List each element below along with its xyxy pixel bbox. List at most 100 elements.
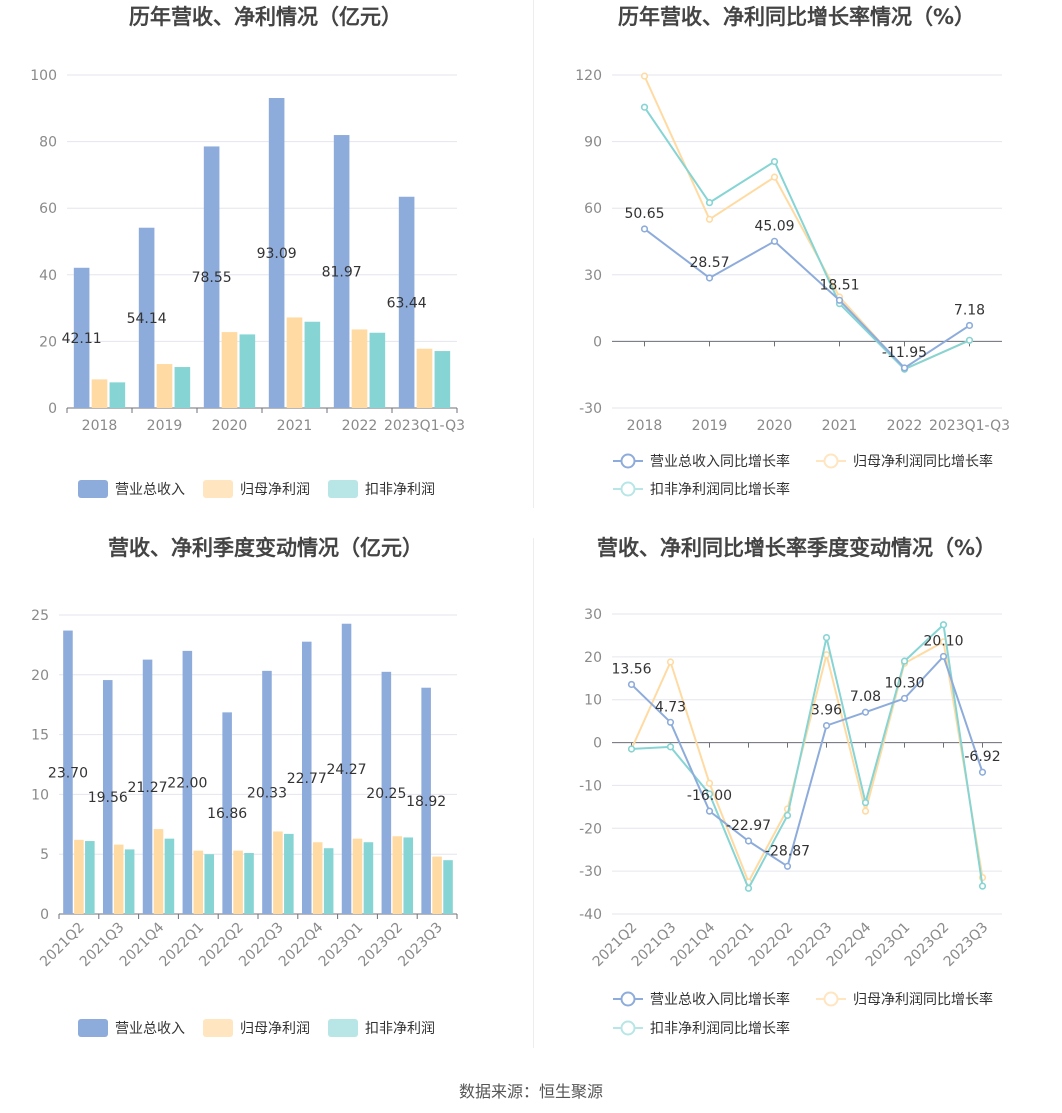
- y-tick-label: -30: [579, 401, 602, 417]
- data-point-0: [861, 708, 870, 716]
- data-label: 50.65: [624, 206, 664, 222]
- legend-swatch: [203, 1019, 233, 1037]
- data-point-0: [783, 862, 792, 870]
- legend-label: 归母净利润: [240, 1020, 310, 1037]
- bar-1: [416, 348, 433, 408]
- data-point-2: [965, 336, 974, 344]
- bar-0: [102, 680, 113, 914]
- bar-1: [352, 838, 363, 914]
- data-point-0: [978, 768, 987, 776]
- legend-label: 营业总收入: [115, 1021, 185, 1037]
- data-label: 93.09: [257, 246, 297, 262]
- data-point-2: [627, 745, 636, 753]
- x-tick-label: 2019: [147, 418, 183, 434]
- data-label: 21.27: [128, 780, 168, 796]
- data-label: 18.51: [819, 277, 859, 293]
- data-label: -6.92: [964, 749, 1000, 765]
- legend-swatch: [78, 480, 108, 498]
- data-point-2: [978, 882, 987, 890]
- legend-label: 扣非净利润同比增长率: [650, 481, 790, 498]
- data-point-0: [822, 722, 831, 730]
- y-tick-label: 10: [584, 693, 602, 709]
- data-label: 23.70: [48, 765, 88, 781]
- bar-1: [233, 850, 243, 914]
- data-label: 20.10: [923, 633, 963, 649]
- bar-0: [341, 623, 352, 914]
- y-tick-label: -10: [579, 778, 602, 794]
- data-label: 22.77: [287, 771, 327, 787]
- data-point-0: [666, 718, 675, 726]
- data-point-0: [939, 652, 948, 661]
- bar-0: [421, 687, 431, 914]
- bar-1: [392, 836, 403, 914]
- bar-1: [156, 364, 173, 408]
- y-tick-label: 90: [584, 135, 602, 151]
- data-label: 19.56: [88, 790, 128, 806]
- y-tick-label: 20: [39, 334, 57, 350]
- data-point-1: [640, 72, 649, 80]
- quarterly-growth-rate-line-chart: 营收、净利同比增长率季度变动情况（%） -40 -30 -20 -10 0 10 20 30 20…: [579, 536, 1002, 1037]
- legend-swatch: [328, 480, 358, 498]
- series-line-2: [631, 622, 984, 891]
- bar-2: [323, 848, 334, 914]
- legend-label: 归母净利润同比增长率: [853, 991, 993, 1008]
- data-label: 28.57: [689, 255, 729, 271]
- bar-2: [369, 332, 386, 408]
- bar-0: [333, 135, 350, 408]
- data-point-1: [861, 807, 870, 815]
- data-point-0: [705, 274, 714, 282]
- legend-marker: [823, 991, 839, 1007]
- bar-0: [222, 712, 232, 914]
- y-tick-label: 30: [584, 607, 602, 623]
- x-tick-label: 2023Q1-Q3: [929, 418, 1010, 434]
- bar-0: [301, 641, 312, 914]
- y-tick-label: 20: [584, 650, 602, 666]
- data-point-2: [861, 798, 870, 807]
- y-tick-label: 100: [30, 68, 57, 84]
- data-label: -16.00: [687, 788, 732, 804]
- bar-2: [363, 842, 374, 914]
- data-point-2: [770, 157, 779, 166]
- data-point-0: [770, 237, 779, 245]
- bar-0: [63, 630, 73, 914]
- data-label: 7.08: [850, 689, 881, 705]
- y-tick-label: 60: [584, 201, 602, 217]
- series-line-0: [630, 654, 984, 868]
- bar-1: [153, 829, 164, 914]
- data-label: 81.97: [322, 265, 362, 281]
- data-label: 45.09: [754, 218, 794, 234]
- legend-label: 营业总收入同比增长率: [650, 991, 790, 1008]
- y-tick-label: 10: [31, 787, 49, 803]
- bar-2: [304, 321, 321, 408]
- data-point-0: [744, 837, 753, 845]
- data-point-2: [822, 633, 831, 642]
- chart-title: 营收、净利同比增长率季度变动情况（%）: [597, 536, 996, 560]
- data-label: 16.86: [207, 806, 247, 822]
- legend-marker: [620, 1020, 636, 1036]
- legend-swatch: [328, 1019, 358, 1037]
- bar-1: [221, 332, 238, 408]
- data-label: 20.25: [366, 786, 406, 802]
- y-tick-label: 120: [575, 68, 602, 84]
- series-line-1: [643, 75, 970, 371]
- bar-2: [204, 854, 215, 914]
- annual-revenue-profit-bar-chart: 历年营收、净利情况（亿元） 0 20 40 60 80 100 2018 2019 2020 202…: [30, 5, 465, 498]
- y-tick-label: 0: [40, 907, 49, 923]
- series-line-1: [630, 640, 984, 885]
- data-label: -28.87: [765, 843, 810, 859]
- bar-1: [91, 379, 108, 408]
- x-tick-label: 2022: [342, 418, 378, 434]
- data-point-1: [822, 651, 831, 659]
- y-tick-label: -30: [579, 864, 602, 880]
- bar-2: [164, 838, 175, 914]
- bar-0: [73, 267, 90, 408]
- y-tick-label: 15: [31, 728, 49, 744]
- data-label: 42.11: [62, 331, 102, 347]
- data-point-0: [835, 296, 844, 304]
- data-label: -22.97: [726, 818, 771, 834]
- bar-0: [182, 650, 193, 914]
- legend-marker: [620, 991, 636, 1007]
- bar-1: [193, 850, 204, 914]
- data-point-1: [705, 779, 714, 787]
- legend-label: 营业总收入: [115, 482, 185, 498]
